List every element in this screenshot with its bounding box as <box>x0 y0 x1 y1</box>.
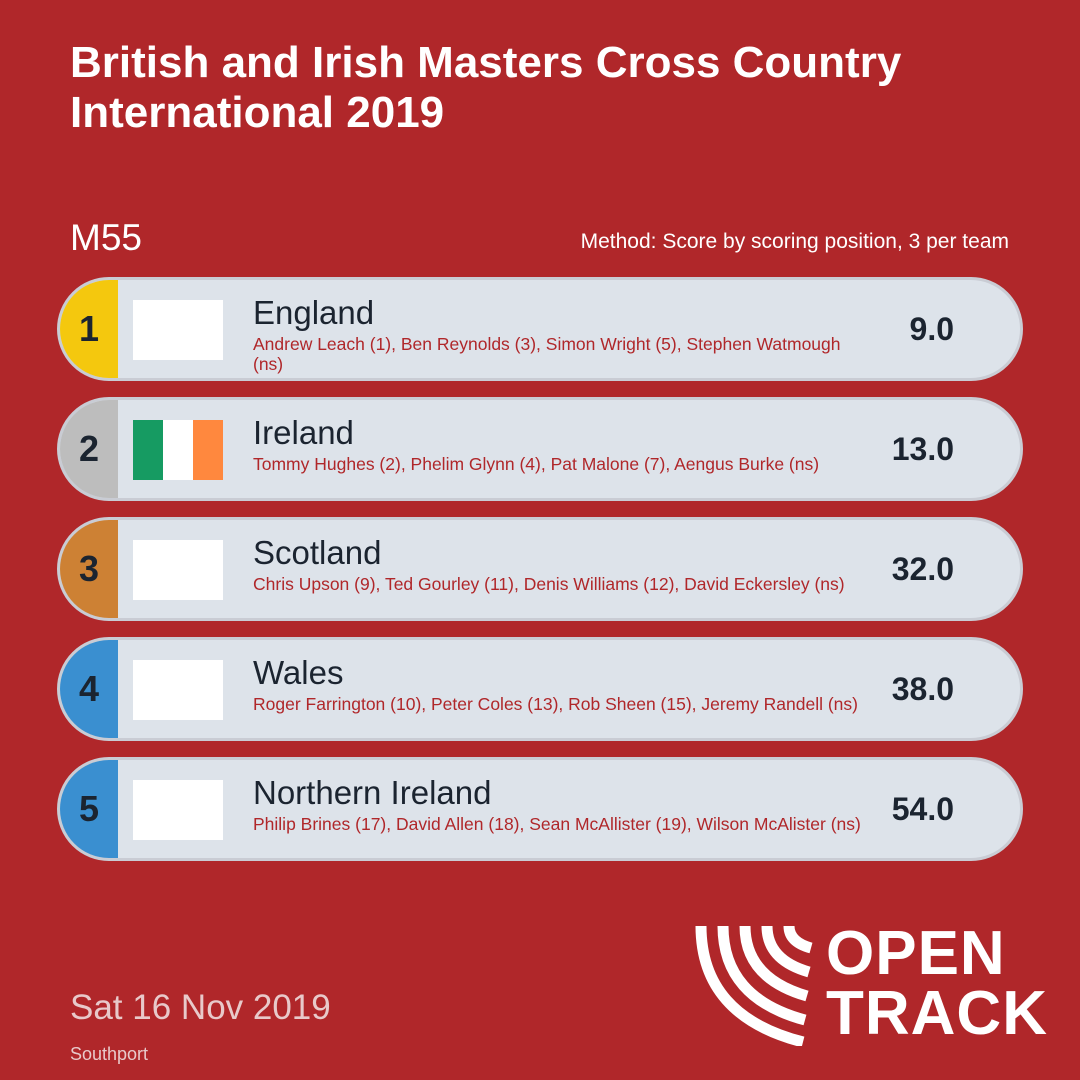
logo-line-open: OPEN <box>826 919 1006 988</box>
event-venue: Southport <box>70 1044 149 1064</box>
team-name: Wales <box>253 654 344 691</box>
team-name: Northern Ireland <box>253 774 492 811</box>
team-athletes: Chris Upson (9), Ted Gourley (11), Denis… <box>253 574 845 594</box>
flag-stripe <box>133 780 223 840</box>
result-row: 2 Ireland Tommy Hughes (2), Phelim Glynn… <box>57 397 1023 501</box>
position-badge: 3 <box>60 520 118 618</box>
team-name: Scotland <box>253 534 382 571</box>
flag-stripe <box>133 660 223 720</box>
team-name: Ireland <box>253 414 354 451</box>
position-badge: 4 <box>60 640 118 738</box>
position-badge: 1 <box>60 280 118 378</box>
flag-icon <box>133 300 223 360</box>
team-score: 54.0 <box>891 790 954 827</box>
opentrack-logo-text: OPEN TRACK <box>826 919 1048 1048</box>
result-row: 4 Wales Roger Farrington (10), Peter Col… <box>57 637 1023 741</box>
flag-stripe <box>133 420 163 480</box>
opentrack-track-lanes-icon <box>695 926 813 1046</box>
team-score: 9.0 <box>909 310 954 347</box>
flag-icon <box>133 660 223 720</box>
flag-icon <box>133 420 223 480</box>
position-badge: 2 <box>60 400 118 498</box>
age-category: M55 <box>70 217 142 258</box>
flag-stripe <box>133 300 223 360</box>
flag-stripe <box>163 420 193 480</box>
team-score: 32.0 <box>891 550 954 587</box>
team-athletes: Andrew Leach (1), Ben Reynolds (3), Simo… <box>253 334 841 374</box>
team-name: England <box>253 294 375 331</box>
scoring-method: Method: Score by scoring position, 3 per… <box>580 230 1009 253</box>
team-score: 13.0 <box>891 430 954 467</box>
flag-stripe <box>193 420 223 480</box>
flag-icon <box>133 780 223 840</box>
logo-line-track: TRACK <box>826 979 1048 1048</box>
team-score: 38.0 <box>891 670 954 707</box>
team-athletes: Philip Brines (17), David Allen (18), Se… <box>253 814 861 834</box>
position-badge: 5 <box>60 760 118 858</box>
result-row: 3 Scotland Chris Upson (9), Ted Gourley … <box>57 517 1023 621</box>
results-list: 1 England Andrew Leach (1), Ben Reynolds… <box>57 277 1023 877</box>
event-date: Sat 16 Nov 2019 <box>70 988 331 1027</box>
flag-icon <box>133 540 223 600</box>
flag-stripe <box>133 540 223 600</box>
result-row: 1 England Andrew Leach (1), Ben Reynolds… <box>57 277 1023 381</box>
page-title: British and Irish Masters Cross Country … <box>70 38 902 137</box>
team-athletes: Tommy Hughes (2), Phelim Glynn (4), Pat … <box>253 454 820 474</box>
team-athletes: Roger Farrington (10), Peter Coles (13),… <box>253 694 858 714</box>
result-row: 5 Northern Ireland Philip Brines (17), D… <box>57 757 1023 861</box>
